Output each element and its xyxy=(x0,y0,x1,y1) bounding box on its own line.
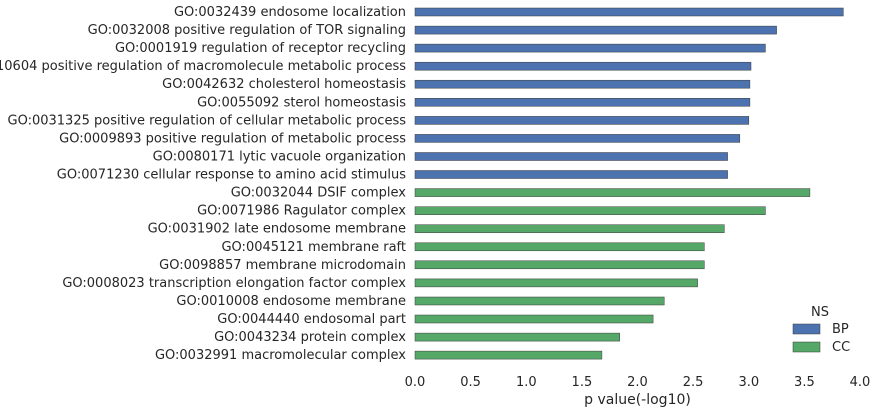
category-label-5: GO:0042632 cholesterol homeostasis xyxy=(162,77,406,92)
category-label-11: GO:0032044 DSIF complex xyxy=(231,186,407,201)
bar-1 xyxy=(414,7,844,17)
bar-15 xyxy=(414,260,705,270)
bar-2 xyxy=(414,25,777,35)
category-label-15: GO:0098857 membrane microdomain xyxy=(159,258,406,273)
legend-label-bp: BP xyxy=(832,322,849,337)
bar-7 xyxy=(414,116,750,125)
category-label-18: GO:0044440 endosomal part xyxy=(217,312,406,327)
category-label-10: GO:0071230 cellular response to amino ac… xyxy=(57,168,406,183)
bar-9 xyxy=(414,152,728,161)
category-label-20: GO:0032991 macromolecular complex xyxy=(155,348,406,363)
category-label-3: GO:0001919 regulation of receptor recycl… xyxy=(115,41,406,56)
x-tick-label-6: 2.5 xyxy=(683,375,704,390)
bar-20 xyxy=(414,350,603,360)
category-label-8: GO:0009893 positive regulation of metabo… xyxy=(59,131,406,146)
legend-label-cc: CC xyxy=(832,340,850,355)
x-tick-label-1: 0.0 xyxy=(405,375,426,390)
bar-18 xyxy=(414,314,654,324)
legend-title: NS xyxy=(811,305,829,320)
x-tick-label-5: 2.0 xyxy=(627,375,648,390)
bar-5 xyxy=(414,79,751,89)
bar-19 xyxy=(414,332,620,342)
bars-layer xyxy=(414,7,844,360)
x-tick-label-8: 3.5 xyxy=(794,375,815,390)
x-axis-ticks: 0.0 0.5 1.0 1.5 2.0 2.5 3.0 3.5 4.0 xyxy=(405,375,871,390)
category-label-6: GO:0055092 sterol homeostasis xyxy=(197,95,406,110)
legend-swatch-cc xyxy=(792,341,821,353)
category-label-9: GO:0080171 lytic vacuole organization xyxy=(153,150,406,165)
x-tick-label-9: 4.0 xyxy=(850,375,871,390)
category-label-2: GO:0032008 positive regulation of TOR si… xyxy=(88,23,406,38)
category-label-19: GO:0043234 protein complex xyxy=(214,330,406,345)
category-label-4: GO:0010604 positive regulation of macrom… xyxy=(0,59,406,74)
x-tick-label-7: 3.0 xyxy=(738,375,759,390)
bar-17 xyxy=(414,296,665,306)
bar-3 xyxy=(414,43,766,53)
bar-10 xyxy=(414,170,728,179)
bar-4 xyxy=(414,61,752,71)
category-label-17: GO:0010008 endosome membrane xyxy=(176,294,406,309)
bar-8 xyxy=(414,134,741,143)
category-label-7: GO:0031325 positive regulation of cellul… xyxy=(8,113,407,128)
category-label-13: GO:0031902 late endosome membrane xyxy=(148,222,406,237)
legend: NS BP CC xyxy=(792,305,850,355)
x-tick-label-2: 0.5 xyxy=(460,375,481,390)
category-label-12: GO:0071986 Ragulator complex xyxy=(197,204,406,219)
bar-11 xyxy=(414,188,811,197)
category-label-16: GO:0008023 transcription elongation fact… xyxy=(62,276,406,291)
bar-16 xyxy=(414,278,698,288)
category-labels: GO:0032439 endosome localization GO:00320… xyxy=(0,5,406,363)
bar-13 xyxy=(414,224,725,233)
x-tick-label-3: 1.0 xyxy=(516,375,537,390)
category-label-1: GO:0032439 endosome localization xyxy=(174,5,406,20)
bar-12 xyxy=(414,206,766,215)
category-label-14: GO:0045121 membrane raft xyxy=(221,240,406,255)
legend-swatch-bp xyxy=(792,323,821,335)
bar-14 xyxy=(414,242,705,252)
x-tick-label-4: 1.5 xyxy=(572,375,593,390)
bar-6 xyxy=(414,98,751,107)
x-axis-title: p value(-log10) xyxy=(584,392,691,408)
